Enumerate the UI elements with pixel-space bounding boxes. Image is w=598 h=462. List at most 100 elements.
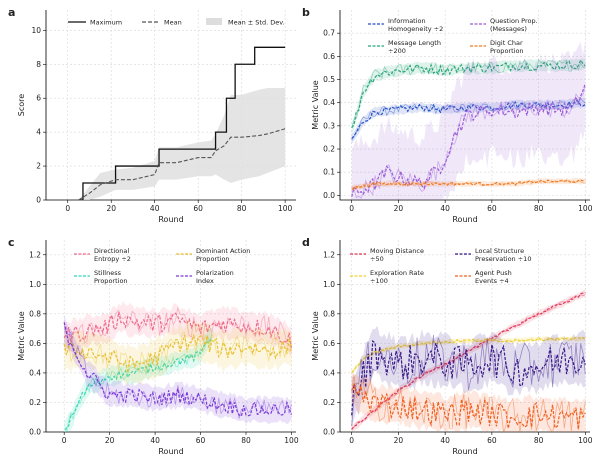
x-tick-label: 100 <box>278 204 293 213</box>
legend-label: Index <box>196 277 214 285</box>
y-tick-label: 0.4 <box>29 368 41 377</box>
y-tick-label: 0.4 <box>323 98 335 107</box>
series-band <box>351 40 586 200</box>
series-band <box>64 314 292 425</box>
series-line <box>351 58 586 129</box>
series-line <box>64 336 213 432</box>
x-tick-label: 80 <box>237 204 247 213</box>
legend-label: Directional <box>94 247 129 255</box>
series-line <box>351 99 586 139</box>
y-tick-label: 0.6 <box>323 339 335 348</box>
x-tick-label: 0 <box>349 204 354 213</box>
series-band <box>64 319 292 385</box>
legend-label: Proportion <box>94 277 128 285</box>
y-tick-label: 1.2 <box>29 250 41 259</box>
series-band <box>64 300 292 357</box>
y-tick-label: 6 <box>36 94 41 103</box>
y-axis-label: Metric Value <box>311 80 320 129</box>
legend-label: Exploration Rate <box>370 269 424 277</box>
panel-a: a 0 20 40 60 80 100 0 2 4 6 8 10 Round Score Maximum Mea… <box>8 6 296 224</box>
legend-label: Mean <box>164 19 182 27</box>
x-axis-label: Round <box>452 215 477 224</box>
series-raw-line <box>63 306 292 348</box>
legend-label: Events ÷4 <box>475 277 509 285</box>
y-tick-label: 0.2 <box>323 398 335 407</box>
y-tick-label: 0.8 <box>323 309 335 318</box>
legend-label: ÷200 <box>388 47 406 55</box>
y-axis-label: Score <box>17 94 26 116</box>
axes-frame <box>339 10 590 201</box>
x-axis-label: Round <box>452 447 477 456</box>
panel-c: c 0 20 40 60 80 100 0.0 0.2 0.4 0.6 0.8 1.0 1.2 Round M… <box>8 236 299 456</box>
x-tick-label: 80 <box>534 204 544 213</box>
y-tick-label: 0.0 <box>323 191 335 200</box>
series-band <box>64 328 212 432</box>
x-tick-label: 60 <box>487 204 497 213</box>
plot-area <box>63 300 293 432</box>
series-maximum-line <box>78 46 286 200</box>
x-tick-label: 80 <box>534 436 544 445</box>
plot-area <box>78 46 286 200</box>
x-tick-label: 20 <box>394 436 404 445</box>
y-tick-label: 0.0 <box>29 428 41 437</box>
series-line <box>63 312 293 348</box>
y-axis-label: Metric Value <box>311 311 320 360</box>
legend-label: Proportion <box>196 255 230 263</box>
series-band <box>351 58 586 137</box>
series-band <box>351 177 586 192</box>
legend-label: Agent Push <box>475 269 512 277</box>
plot-area <box>351 289 586 432</box>
y-tick-label: 2 <box>36 162 41 171</box>
x-tick-label: 80 <box>241 436 251 445</box>
x-tick-label: 0 <box>349 436 354 445</box>
legend-label: Polarization <box>196 269 234 277</box>
y-tick-label: 0.2 <box>29 398 41 407</box>
legend-label: Dominant Action <box>196 247 250 255</box>
y-tick-label: 0.6 <box>323 52 335 61</box>
y-tick-label: 4 <box>36 128 41 137</box>
y-tick-label: 0.6 <box>29 339 41 348</box>
series-std-band <box>78 88 286 200</box>
x-tick-label: 20 <box>106 204 116 213</box>
legend-swatch <box>206 18 222 25</box>
legend-label: Proportion <box>490 47 524 55</box>
legend-label: Preservation ÷10 <box>475 255 531 263</box>
x-tick-label: 40 <box>150 204 160 213</box>
legend-label: Local Structure <box>475 247 524 255</box>
x-tick-label: 20 <box>105 436 115 445</box>
series-band <box>351 372 586 432</box>
x-tick-label: 100 <box>284 436 299 445</box>
y-tick-label: 0.7 <box>323 29 335 38</box>
panel-label: c <box>8 236 15 249</box>
panel-label: b <box>302 6 310 19</box>
x-tick-label: 40 <box>440 436 450 445</box>
y-tick-label: 0.5 <box>323 75 335 84</box>
panel-d: d 0 20 40 60 80 100 0.0 0.2 0.4 0.6 0.8 1.0 1.2 Round M… <box>302 236 593 456</box>
x-axis-label: Round <box>158 215 183 224</box>
legend-label: Entropy ÷2 <box>94 255 131 263</box>
x-tick-label: 60 <box>196 436 206 445</box>
series-line <box>351 382 586 430</box>
y-tick-label: 0.2 <box>323 145 335 154</box>
panel-label: d <box>302 236 310 249</box>
x-tick-label: 60 <box>487 436 497 445</box>
series-line <box>63 333 293 373</box>
y-tick-label: 1.2 <box>323 250 335 259</box>
series-line <box>351 339 586 416</box>
legend-label: Information <box>388 17 426 25</box>
x-tick-label: 40 <box>150 436 160 445</box>
x-tick-label: 40 <box>440 204 450 213</box>
legend-label: Stillness <box>94 269 122 277</box>
series-raw-line <box>66 334 213 432</box>
x-tick-label: 20 <box>394 204 404 213</box>
legend-label: Digit Char <box>490 39 523 47</box>
legend: Moving Distance÷50 Exploration Rate÷100 Lo… <box>350 247 531 285</box>
series-raw-line <box>351 294 586 429</box>
x-tick-label: 0 <box>62 436 67 445</box>
y-tick-label: 0.4 <box>323 368 335 377</box>
y-tick-label: 10 <box>31 26 41 35</box>
series-raw-line <box>351 334 586 426</box>
